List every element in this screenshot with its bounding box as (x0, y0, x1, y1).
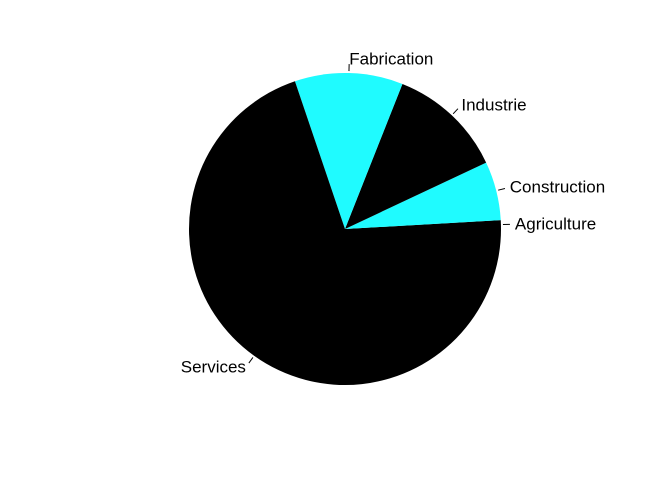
pie-slice-services (189, 81, 501, 385)
leader-line-services (248, 357, 254, 364)
pie-slice-industrie (345, 83, 487, 229)
pie-slice-fabrication (294, 72, 403, 229)
slice-label-services: Services (181, 358, 246, 377)
pie-slices (189, 72, 501, 385)
slice-label-industrie: Industrie (461, 96, 526, 115)
pie-leader-lines (248, 64, 510, 364)
leader-line-industrie (452, 108, 459, 115)
slice-label-fabrication: Fabrication (349, 50, 433, 69)
slice-label-agriculture: Agriculture (515, 215, 596, 234)
slice-label-construction: Construction (510, 178, 605, 197)
pie-slice-agriculture (345, 220, 501, 229)
pie-slice-construction (345, 162, 501, 229)
pie-labels: Agriculture Construction Industrie Fabricat… (181, 50, 605, 377)
leader-line-construction (498, 187, 506, 191)
